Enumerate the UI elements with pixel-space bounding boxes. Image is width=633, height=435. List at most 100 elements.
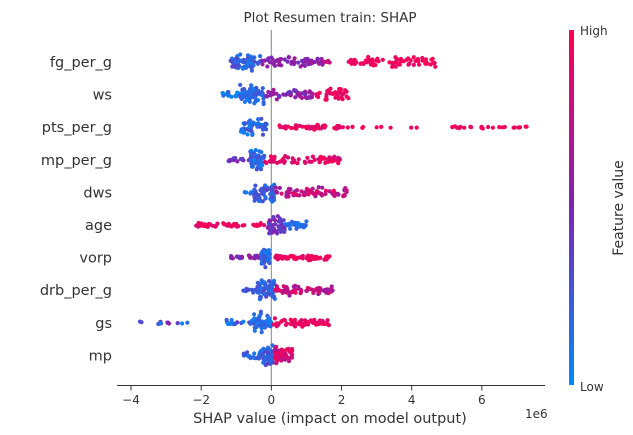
shap-point: [237, 255, 242, 260]
shap-point: [251, 120, 256, 125]
shap-point: [256, 194, 261, 200]
shap-point: [391, 62, 396, 68]
feature-label-vorp: vorp: [79, 251, 112, 267]
shap-point: [251, 86, 256, 91]
shap-point: [201, 223, 206, 228]
shap-point: [257, 124, 263, 129]
feature-row-fg_per_g: [228, 52, 438, 73]
shap-point: [260, 62, 265, 67]
feature-label-ws: ws: [93, 88, 112, 104]
shap-point: [234, 56, 239, 61]
shap-point: [252, 316, 257, 321]
shap-point: [409, 125, 414, 130]
shap-point: [215, 221, 220, 226]
shap-point: [344, 189, 349, 195]
shap-point: [236, 224, 241, 229]
shap-point: [258, 323, 263, 328]
shap-point: [388, 125, 393, 130]
shap-point: [284, 223, 289, 228]
shap-point: [286, 359, 292, 364]
shap-point: [307, 159, 312, 164]
shap-point: [281, 218, 286, 223]
shap-point: [322, 321, 328, 327]
shap-point: [264, 127, 269, 132]
shap-point: [269, 159, 274, 164]
shap-point: [304, 219, 309, 224]
shap-point: [325, 287, 330, 292]
shap-point: [303, 92, 308, 97]
shap-point: [323, 188, 328, 193]
shap-point: [247, 124, 252, 129]
shap-point: [309, 95, 314, 100]
shap-point: [259, 58, 264, 63]
x-axis-label: SHAP value (impact on model output): [193, 411, 467, 427]
shap-point: [251, 355, 256, 360]
shap-point: [265, 350, 270, 355]
shap-point: [288, 317, 293, 322]
shap-point: [239, 91, 244, 96]
shap-point: [257, 198, 262, 204]
shap-point: [251, 152, 256, 157]
shap-point: [279, 228, 284, 233]
shap-point: [271, 214, 276, 220]
shap-point: [307, 188, 312, 193]
shap-point: [259, 116, 264, 121]
shap-point: [207, 222, 212, 227]
shap-point: [380, 57, 385, 62]
shap-point: [286, 289, 291, 294]
shap-point: [264, 160, 269, 166]
shap-point: [296, 60, 301, 65]
shap-point: [379, 124, 384, 129]
shap-point: [416, 62, 422, 67]
shap-point: [282, 158, 287, 164]
shap-point: [137, 319, 143, 324]
shap-point: [524, 124, 529, 129]
shap-point: [271, 360, 276, 365]
shap-point: [265, 94, 270, 99]
feature-label-gs: gs: [95, 316, 112, 332]
feature-row-vorp: [229, 247, 332, 270]
shap-point: [274, 253, 279, 258]
shap-point: [263, 362, 268, 368]
shap-point: [323, 160, 328, 165]
shap-point: [248, 95, 253, 100]
shap-point: [319, 193, 325, 198]
shap-point: [282, 357, 288, 362]
x-tick-label: 0: [268, 393, 276, 407]
shap-point: [327, 155, 332, 160]
shap-point: [276, 93, 282, 98]
shap-point: [266, 315, 271, 320]
shap-point: [266, 253, 271, 258]
shap-point: [387, 60, 392, 65]
shap-point: [239, 127, 244, 132]
shap-point: [272, 59, 277, 64]
colorbar: [569, 30, 574, 385]
shap-point: [462, 125, 467, 130]
shap-point: [423, 61, 428, 66]
shap-point: [331, 91, 336, 96]
shap-point: [313, 288, 318, 293]
shap-point: [256, 117, 261, 122]
shap-point: [323, 191, 328, 197]
shap-point: [296, 91, 301, 96]
shap-point: [350, 124, 355, 129]
shap-point: [241, 351, 246, 356]
shap-point: [268, 154, 273, 159]
shap-point: [316, 321, 321, 327]
shap-point: [406, 56, 411, 61]
shap-point: [285, 91, 290, 96]
shap-point: [319, 126, 324, 131]
shap-point: [277, 123, 282, 128]
shap-point: [278, 225, 283, 230]
shap-point: [276, 287, 281, 292]
shap-point: [276, 322, 281, 327]
shap-point: [260, 86, 265, 91]
shap-point: [293, 324, 298, 329]
shap-point: [256, 356, 261, 361]
shap-point: [346, 96, 351, 101]
feature-row-age: [194, 214, 309, 236]
shap-point: [249, 129, 254, 134]
shap-point: [432, 60, 437, 66]
shap-point: [511, 125, 516, 130]
shap-point: [269, 190, 274, 195]
